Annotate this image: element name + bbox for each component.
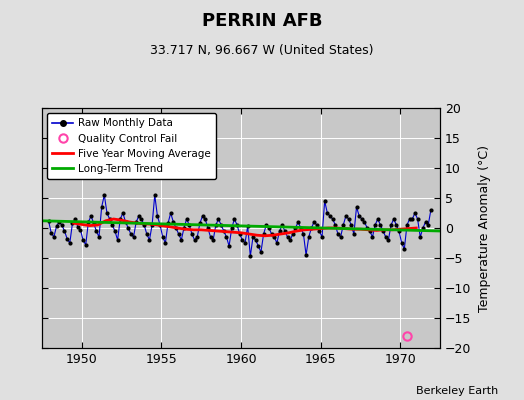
Text: PERRIN AFB: PERRIN AFB	[202, 12, 322, 30]
Text: Berkeley Earth: Berkeley Earth	[416, 386, 498, 396]
Text: 33.717 N, 96.667 W (United States): 33.717 N, 96.667 W (United States)	[150, 44, 374, 57]
Legend: Raw Monthly Data, Quality Control Fail, Five Year Moving Average, Long-Term Tren: Raw Monthly Data, Quality Control Fail, …	[47, 113, 216, 179]
Y-axis label: Temperature Anomaly (°C): Temperature Anomaly (°C)	[478, 144, 492, 312]
